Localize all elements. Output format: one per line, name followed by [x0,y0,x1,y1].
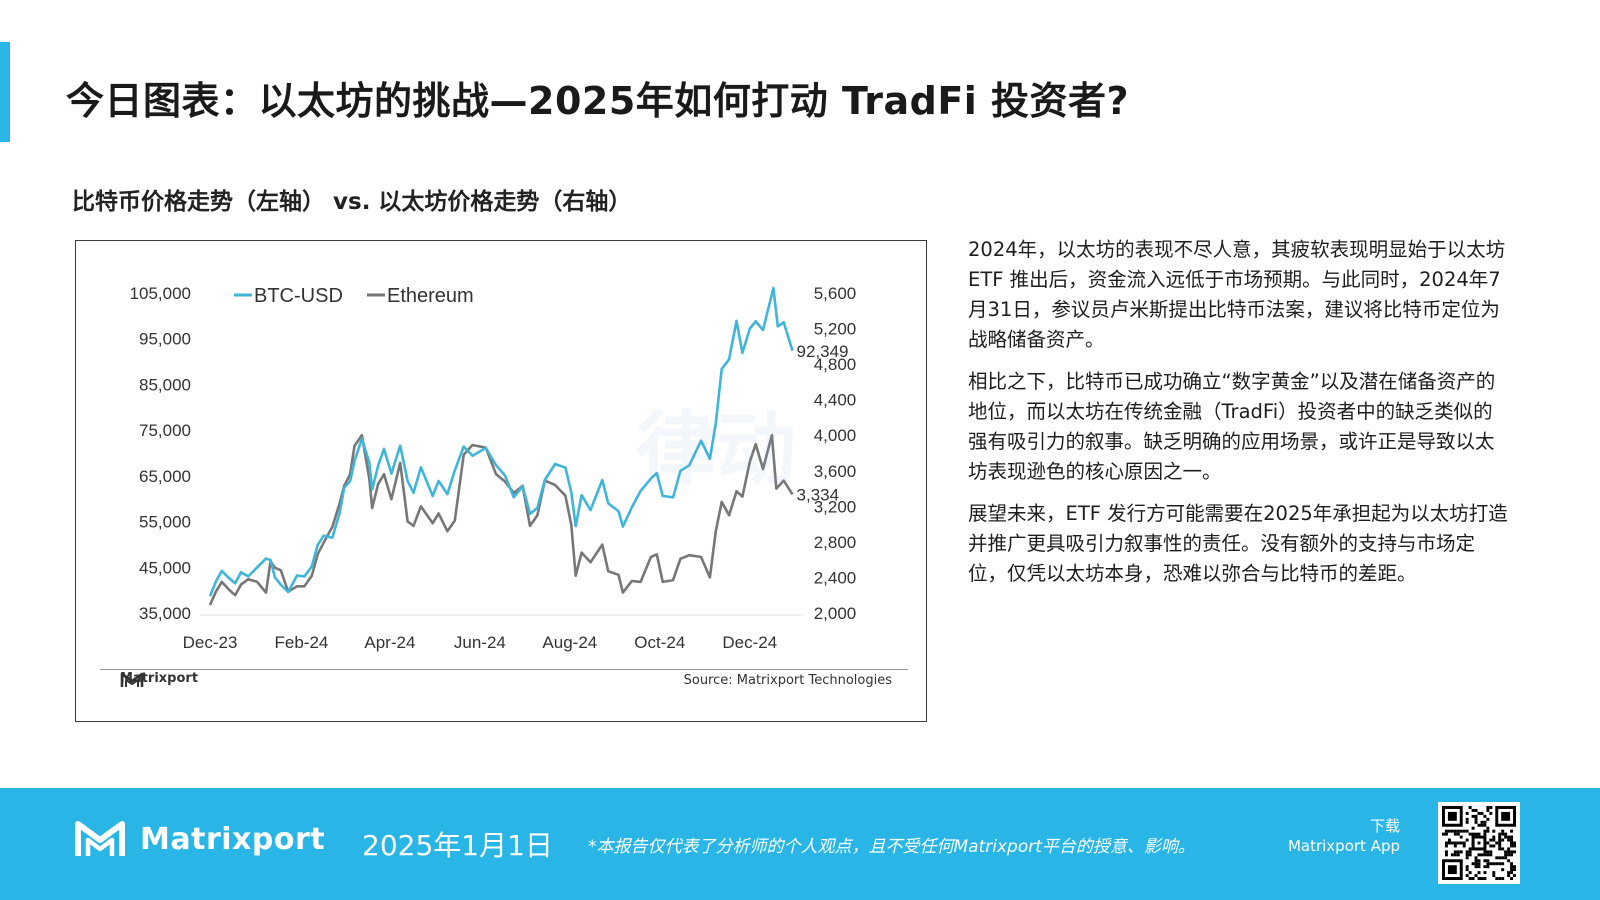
x-tick-label: Jun-24 [454,633,506,652]
right-y-tick-label: 3,600 [814,462,857,481]
left-y-tick-label: 45,000 [139,558,191,577]
download-label: 下载 [1369,817,1400,835]
x-tick-label: Apr-24 [364,633,415,652]
left-y-tick-label: 75,000 [139,421,191,440]
chart-source-note: Source: Matrixport Technologies [683,673,892,688]
end-value-label: 92,349 [797,342,849,361]
chart-frame: 105,000 95,000 85,000 75,000 65,000 55,000 45,… [75,240,927,722]
right-y-tick-label: 5,600 [814,284,857,303]
download-app-label: 下载 Matrixport App [1288,816,1400,856]
commentary-paragraph: 相比之下，比特币已成功确立“数字黄金”以及潜在储备资产的地位，而以太坊在传统金融… [968,370,1496,483]
footer-brand-label: Matrixport [140,821,326,857]
report-date: 2025年1月1日 [362,829,553,862]
page-title: 今日图表：以太坊的挑战—2025年如何打动 TradFi 投资者? [66,79,1130,123]
x-tick-label: Dec-23 [183,633,238,652]
legend-entry: Ethereum [387,285,474,307]
right-y-tick-label: 5,200 [814,320,857,339]
right-y-tick-label: 2,000 [814,604,857,623]
chart-subtitle: 比特币价格走势（左轴） vs. 以太坊价格走势（右轴） [72,189,632,215]
right-y-tick-label: 2,400 [814,568,857,587]
commentary-paragraph: 2024年，以太坊的表现不尽人意，其疲软表现明显始于以太坊 ETF 推出后，资金… [968,238,1506,351]
left-y-tick-label: 55,000 [139,513,191,532]
qr-code-graphic [1442,806,1516,880]
left-y-tick-label: 105,000 [130,284,191,303]
left-y-tick-label: 95,000 [139,330,191,349]
title-accent-bar [0,42,10,142]
series-line-btc-usd [208,286,794,597]
x-tick-label: Feb-24 [274,633,328,652]
x-tick-label: Aug-24 [542,633,597,652]
download-app-name: Matrixport App [1287,837,1400,855]
matrixport-logo-icon [75,821,125,856]
price-chart: 105,000 95,000 85,000 75,000 65,000 55,000 45,… [130,284,857,652]
commentary-text: 2024年，以太坊的表现不尽人意，其疲软表现明显始于以太坊 ETF 推出后，资金… [968,235,1508,601]
left-y-tick-label: 85,000 [139,375,191,394]
commentary-paragraph: 展望未来，ETF 发行方可能需要在2025年承担起为以太坊打造并推广更具吸引力叙… [968,502,1508,585]
left-y-tick-label: 35,000 [139,604,191,623]
x-tick-label: Oct-24 [634,633,685,652]
right-y-tick-label: 4,400 [814,391,857,410]
chart-footer-divider [100,669,908,670]
end-value-label: 3,334 [797,485,840,504]
x-tick-label: Dec-24 [722,633,777,652]
right-y-tick-label: 2,800 [814,533,857,552]
right-y-tick-label: 3,200 [814,497,857,516]
chart-brand: Matrixport [120,671,198,687]
right-y-tick-label: 4,800 [814,355,857,374]
legend-entry: BTC-USD [254,285,343,307]
disclaimer-text: *本报告仅代表了分析师的个人观点，且不受任何Matrixport平台的授意、影响… [588,837,1195,857]
right-y-tick-label: 4,000 [814,426,857,445]
footer-logo: Matrixport [74,818,325,860]
series-line-ethereum [208,433,794,606]
footer-bar: Matrixport 2025年1月1日 *本报告仅代表了分析师的个人观点，且不… [0,788,1600,900]
matrixport-logo-icon [120,672,144,687]
left-y-tick-label: 65,000 [139,467,191,486]
qr-code-icon[interactable] [1438,802,1520,884]
